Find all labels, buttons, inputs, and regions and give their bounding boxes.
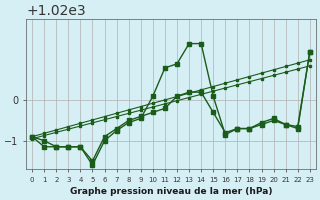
X-axis label: Graphe pression niveau de la mer (hPa): Graphe pression niveau de la mer (hPa)	[70, 187, 272, 196]
